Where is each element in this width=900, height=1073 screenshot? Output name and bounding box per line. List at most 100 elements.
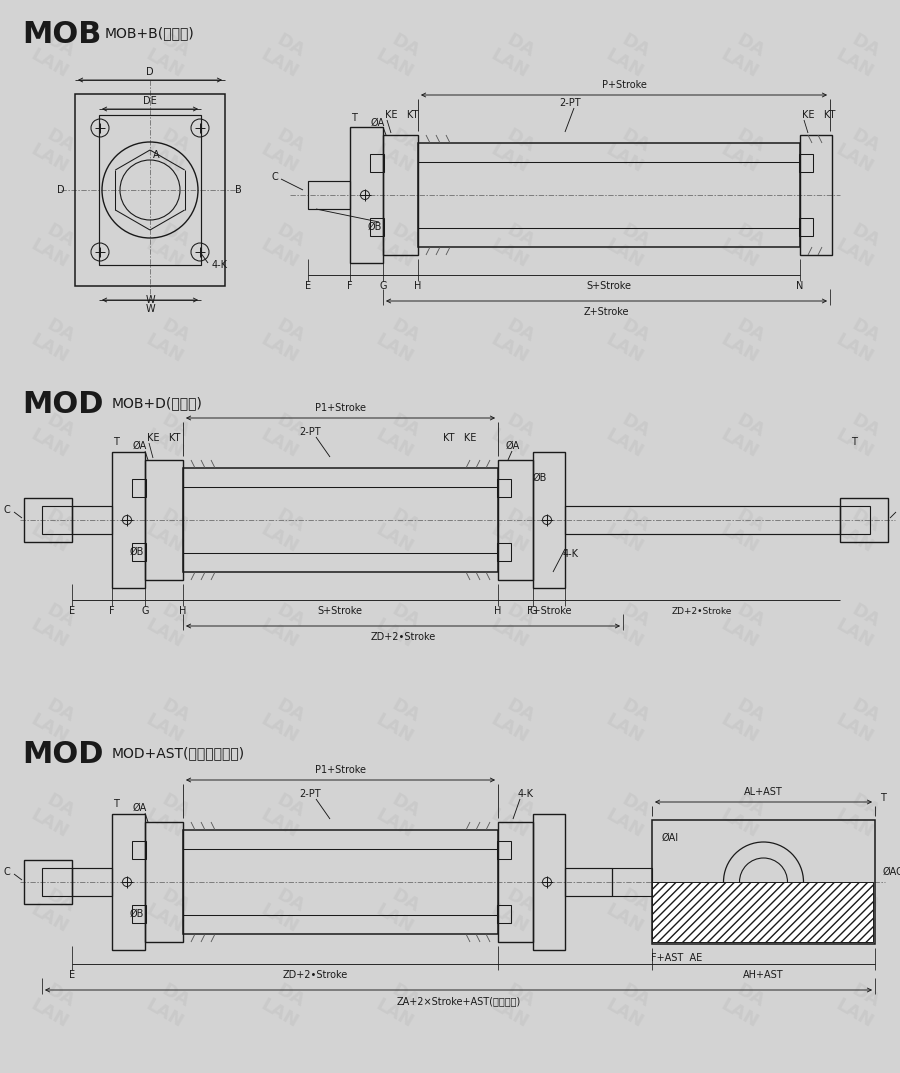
Text: DA
LAN: DA LAN bbox=[488, 789, 542, 842]
Text: DA
LAN: DA LAN bbox=[373, 598, 427, 652]
Text: DA
LAN: DA LAN bbox=[143, 503, 197, 557]
Text: E: E bbox=[69, 606, 75, 616]
Text: DA
LAN: DA LAN bbox=[718, 313, 772, 367]
Text: DA
LAN: DA LAN bbox=[488, 123, 542, 177]
Text: ZD+2•Stroke: ZD+2•Stroke bbox=[671, 606, 733, 616]
Bar bbox=[132, 479, 146, 497]
Text: MOB+B(标准型): MOB+B(标准型) bbox=[105, 26, 194, 40]
Text: DA
LAN: DA LAN bbox=[373, 789, 427, 842]
Text: DA
LAN: DA LAN bbox=[258, 28, 312, 82]
Text: MOB: MOB bbox=[22, 20, 102, 49]
Text: DA
LAN: DA LAN bbox=[488, 979, 542, 1032]
Bar bbox=[498, 460, 533, 580]
Bar bbox=[75, 94, 225, 286]
Text: DA
LAN: DA LAN bbox=[373, 883, 427, 937]
Text: DA
LAN: DA LAN bbox=[143, 598, 197, 652]
Text: DA
LAN: DA LAN bbox=[143, 313, 197, 367]
Text: DA
LAN: DA LAN bbox=[258, 218, 312, 271]
Text: DA
LAN: DA LAN bbox=[718, 979, 772, 1032]
Text: DA
LAN: DA LAN bbox=[603, 789, 657, 842]
Text: DA
LAN: DA LAN bbox=[832, 313, 887, 367]
Text: ZD+2•Stroke: ZD+2•Stroke bbox=[371, 632, 436, 642]
Text: DA
LAN: DA LAN bbox=[28, 979, 82, 1032]
Text: DA
LAN: DA LAN bbox=[258, 123, 312, 177]
Text: DA
LAN: DA LAN bbox=[718, 28, 772, 82]
Text: F+AST  AE: F+AST AE bbox=[652, 953, 703, 962]
Bar bbox=[533, 452, 565, 588]
Bar bbox=[497, 543, 511, 561]
Bar bbox=[132, 841, 146, 859]
Bar bbox=[497, 841, 511, 859]
Text: S+Stroke: S+Stroke bbox=[587, 281, 632, 291]
Text: DA
LAN: DA LAN bbox=[603, 218, 657, 271]
Text: DA
LAN: DA LAN bbox=[603, 883, 657, 937]
Text: F+Stroke: F+Stroke bbox=[526, 606, 572, 616]
Text: DA
LAN: DA LAN bbox=[258, 883, 312, 937]
Text: DA
LAN: DA LAN bbox=[488, 218, 542, 271]
Text: 2-PT: 2-PT bbox=[559, 98, 580, 108]
Bar bbox=[72, 506, 112, 534]
Bar bbox=[799, 218, 813, 236]
Text: T: T bbox=[351, 113, 357, 123]
Text: DA
LAN: DA LAN bbox=[603, 693, 657, 747]
Bar bbox=[383, 135, 418, 255]
Bar bbox=[308, 181, 350, 209]
Text: S+Stroke: S+Stroke bbox=[318, 606, 363, 616]
Text: DA
LAN: DA LAN bbox=[373, 693, 427, 747]
Text: DA
LAN: DA LAN bbox=[143, 218, 197, 271]
Text: DA
LAN: DA LAN bbox=[28, 313, 82, 367]
Text: DA
LAN: DA LAN bbox=[603, 408, 657, 461]
Text: N: N bbox=[796, 281, 804, 291]
Bar bbox=[24, 859, 72, 903]
Text: 2-PT: 2-PT bbox=[299, 789, 320, 799]
Bar bbox=[132, 543, 146, 561]
Text: DA
LAN: DA LAN bbox=[28, 598, 82, 652]
Text: DA
LAN: DA LAN bbox=[488, 313, 542, 367]
Text: P+Stroke: P+Stroke bbox=[601, 80, 646, 90]
Text: T: T bbox=[851, 437, 857, 447]
Text: KT   KE: KT KE bbox=[443, 433, 476, 443]
Bar bbox=[112, 814, 145, 950]
Bar bbox=[145, 460, 183, 580]
Text: DA
LAN: DA LAN bbox=[488, 598, 542, 652]
Text: DA
LAN: DA LAN bbox=[143, 789, 197, 842]
Bar bbox=[350, 127, 383, 263]
Text: DA
LAN: DA LAN bbox=[373, 313, 427, 367]
Text: ØB: ØB bbox=[130, 909, 144, 918]
Bar bbox=[132, 905, 146, 923]
Bar bbox=[840, 506, 870, 534]
Text: H: H bbox=[414, 281, 422, 291]
Text: DA
LAN: DA LAN bbox=[603, 123, 657, 177]
Text: P1+Stroke: P1+Stroke bbox=[315, 403, 366, 413]
Bar bbox=[183, 831, 498, 934]
Text: DA
LAN: DA LAN bbox=[832, 218, 887, 271]
Bar bbox=[99, 115, 201, 265]
Bar bbox=[497, 479, 511, 497]
Polygon shape bbox=[652, 882, 873, 942]
Text: C: C bbox=[4, 505, 10, 515]
Text: DA
LAN: DA LAN bbox=[603, 598, 657, 652]
Text: D: D bbox=[58, 185, 65, 195]
Text: G: G bbox=[141, 606, 149, 616]
Text: DA
LAN: DA LAN bbox=[28, 123, 82, 177]
Text: 2-PT: 2-PT bbox=[299, 427, 320, 437]
Text: DA
LAN: DA LAN bbox=[373, 28, 427, 82]
Text: DA
LAN: DA LAN bbox=[28, 218, 82, 271]
Bar bbox=[370, 218, 384, 236]
Text: DA
LAN: DA LAN bbox=[718, 408, 772, 461]
Text: DA
LAN: DA LAN bbox=[603, 979, 657, 1032]
Text: DA
LAN: DA LAN bbox=[603, 28, 657, 82]
Text: 4-K: 4-K bbox=[518, 789, 534, 799]
Text: DA
LAN: DA LAN bbox=[373, 979, 427, 1032]
Text: DA
LAN: DA LAN bbox=[143, 883, 197, 937]
Text: DA
LAN: DA LAN bbox=[143, 28, 197, 82]
Bar bbox=[418, 143, 800, 247]
Text: DA
LAN: DA LAN bbox=[373, 218, 427, 271]
Text: KE   KT: KE KT bbox=[147, 433, 180, 443]
Text: 4-K: 4-K bbox=[563, 549, 579, 559]
Text: DA
LAN: DA LAN bbox=[488, 883, 542, 937]
Text: DA
LAN: DA LAN bbox=[718, 503, 772, 557]
Text: DA
LAN: DA LAN bbox=[28, 789, 82, 842]
Text: F: F bbox=[347, 281, 353, 291]
Text: DA
LAN: DA LAN bbox=[28, 883, 82, 937]
